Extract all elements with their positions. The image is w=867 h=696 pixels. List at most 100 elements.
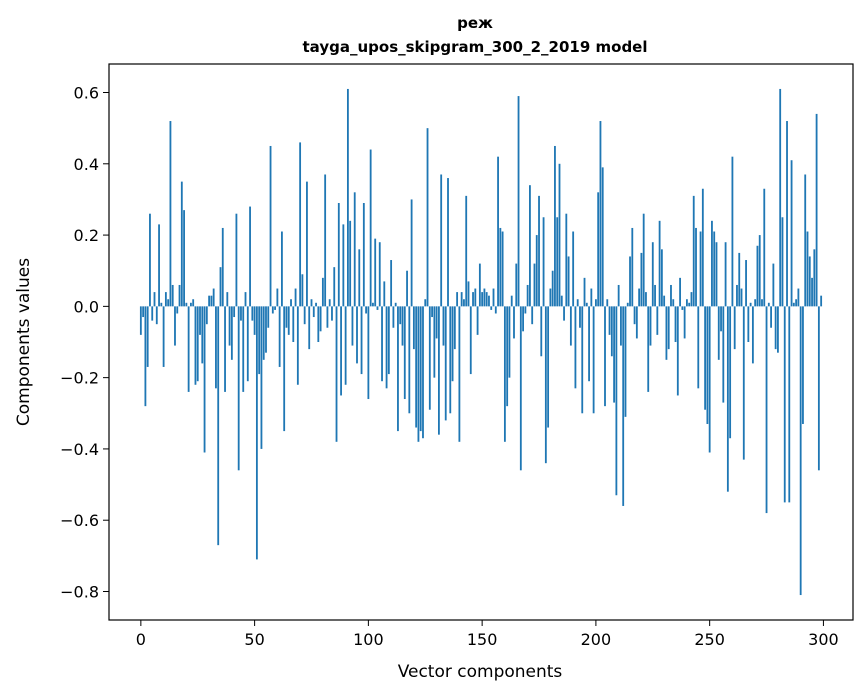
bar-259 — [729, 306, 732, 439]
x-tick-label: 0 — [136, 630, 146, 649]
bar-86 — [335, 306, 338, 442]
bar-149 — [478, 263, 481, 307]
bar-266 — [745, 260, 747, 307]
bar-90 — [344, 306, 347, 385]
bar-7 — [155, 306, 158, 325]
bar-180 — [549, 288, 552, 307]
bar-99 — [365, 306, 368, 314]
bar-71 — [301, 274, 304, 307]
bar-1 — [142, 306, 145, 318]
bar-79 — [319, 306, 322, 332]
bar-294 — [808, 256, 811, 307]
bar-165 — [515, 263, 518, 307]
bar-43 — [237, 306, 240, 471]
bar-278 — [772, 263, 775, 307]
bar-156 — [494, 306, 497, 314]
bar-179 — [547, 306, 550, 428]
bar-217 — [633, 306, 636, 325]
bar-29 — [205, 306, 208, 325]
bar-75 — [310, 299, 313, 307]
bar-64 — [285, 306, 288, 328]
bar-127 — [428, 306, 431, 410]
bar-0 — [139, 306, 142, 335]
y-tick-label: 0.4 — [74, 155, 99, 174]
chart-title-line1: реж — [457, 14, 493, 32]
bar-221 — [642, 213, 645, 307]
bar-295 — [811, 277, 813, 307]
bar-286 — [790, 160, 793, 307]
bar-48 — [249, 206, 251, 307]
bar-56 — [267, 306, 270, 328]
bar-129 — [433, 306, 436, 378]
bar-148 — [476, 306, 479, 335]
bar-244 — [695, 227, 697, 307]
bar-238 — [681, 306, 684, 310]
bar-254 — [717, 306, 720, 360]
bar-119 — [410, 199, 413, 307]
bar-136 — [449, 306, 452, 414]
y-axis-ticks: −0.8 −0.6 −0.4 −0.2 0.0 0.2 0.4 0.6 — [60, 84, 109, 601]
bar-143 — [465, 195, 468, 307]
bar-30 — [208, 295, 211, 307]
bar-160 — [503, 306, 506, 442]
x-axis-ticks: 0 50 100 150 200 250 300 — [136, 620, 839, 649]
bar-233 — [670, 284, 672, 307]
bar-21 — [187, 306, 190, 392]
bar-104 — [376, 306, 379, 310]
bar-175 — [538, 195, 540, 307]
bar-253 — [715, 242, 718, 307]
bar-11 — [164, 292, 167, 307]
bar-293 — [806, 231, 809, 307]
bar-280 — [777, 306, 779, 353]
bar-216 — [631, 227, 634, 307]
bar-210 — [617, 284, 620, 307]
bar-2 — [144, 306, 147, 407]
bar-198 — [590, 288, 593, 307]
bar-181 — [551, 270, 554, 307]
bar-199 — [592, 306, 595, 414]
bar-146 — [472, 292, 474, 307]
bar-101 — [369, 149, 372, 307]
bar-261 — [733, 306, 736, 350]
bar-18 — [180, 181, 183, 307]
bar-59 — [274, 306, 276, 310]
bar-61 — [278, 306, 281, 367]
bar-191 — [574, 306, 577, 389]
bar-32 — [212, 288, 215, 307]
bar-68 — [294, 288, 297, 307]
bar-65 — [287, 306, 290, 335]
bar-66 — [290, 299, 292, 307]
bar-138 — [453, 306, 456, 350]
bar-215 — [629, 256, 631, 307]
bar-54 — [262, 306, 265, 360]
bar-22 — [190, 302, 192, 307]
bar-283 — [783, 306, 786, 503]
bar-85 — [333, 267, 336, 307]
bar-207 — [610, 306, 613, 357]
bar-243 — [692, 195, 695, 307]
bar-84 — [331, 306, 333, 321]
bar-98 — [362, 203, 365, 307]
bar-297 — [815, 113, 818, 307]
bar-9 — [160, 302, 163, 307]
bar-41 — [233, 306, 236, 318]
bar-31 — [210, 295, 213, 307]
bar-103 — [374, 238, 377, 307]
bar-96 — [358, 249, 361, 307]
bar-292 — [804, 174, 807, 307]
bar-132 — [440, 174, 443, 307]
bar-36 — [221, 227, 224, 307]
bar-58 — [271, 306, 274, 314]
bar-248 — [704, 306, 707, 410]
bar-234 — [672, 299, 675, 307]
bar-230 — [663, 295, 666, 307]
bar-120 — [412, 306, 415, 350]
bar-267 — [747, 306, 750, 342]
plot-frame — [108, 63, 854, 621]
bar-107 — [383, 281, 386, 307]
y-tick-label: 0.0 — [74, 297, 99, 316]
bar-193 — [579, 306, 581, 328]
bar-92 — [349, 220, 352, 307]
bar-12 — [167, 299, 170, 307]
bar-263 — [738, 252, 741, 307]
